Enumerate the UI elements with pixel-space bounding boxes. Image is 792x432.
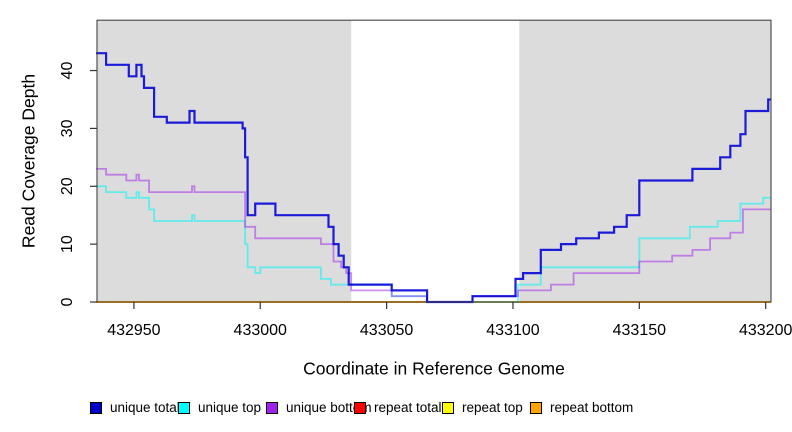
y-tick-label: 40 xyxy=(59,62,76,80)
y-axis-title: Read Coverage Depth xyxy=(18,73,39,249)
y-tick-label: 0 xyxy=(59,297,76,306)
x-tick-label: 433100 xyxy=(486,322,539,339)
y-tick-label: 30 xyxy=(59,119,76,137)
x-tick-label: 433200 xyxy=(739,322,792,339)
plot-border xyxy=(96,19,772,303)
x-tick-label: 432950 xyxy=(107,322,160,339)
x-tick-label: 433000 xyxy=(234,322,287,339)
series-unique-top-line xyxy=(96,185,771,303)
series-unique-bottom-line xyxy=(96,168,771,303)
y-tick-label: 20 xyxy=(59,177,76,195)
x-tick-label: 433050 xyxy=(360,322,413,339)
series-unique-total-line xyxy=(96,52,771,304)
highlight-band xyxy=(351,20,520,302)
x-tick-label: 433150 xyxy=(613,322,666,339)
x-axis-title: Coordinate in Reference Genome xyxy=(303,358,565,379)
y-tick-label: 10 xyxy=(59,235,76,253)
